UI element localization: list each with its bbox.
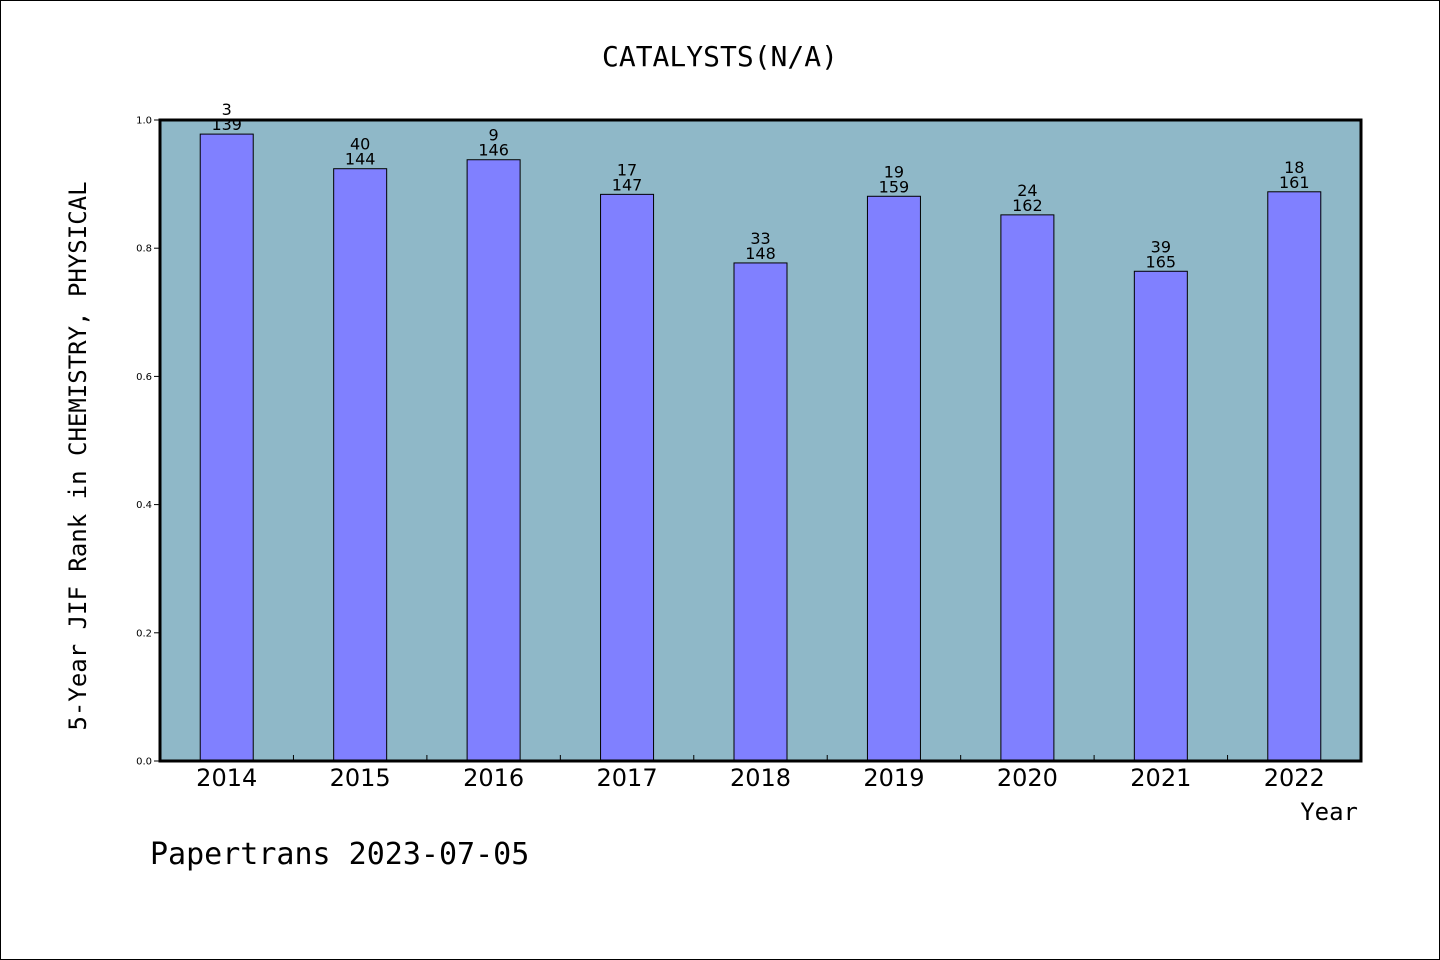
plot-frame <box>158 118 1363 763</box>
bar-total-label: 161 <box>1279 173 1310 192</box>
bar-2020 <box>1000 214 1055 762</box>
bar-rank-label: 3 <box>222 100 232 119</box>
bar-rank-label: 33 <box>750 229 770 248</box>
bar-2017 <box>600 193 655 762</box>
bar-2019 <box>866 195 921 762</box>
x-tick-label: 2019 <box>863 764 924 792</box>
bar-rank-label: 18 <box>1284 158 1304 177</box>
bar-2015 <box>333 168 388 762</box>
y-tick-label: 1.0 <box>136 116 152 127</box>
bar-rank-label: 40 <box>350 135 370 154</box>
bar-2018 <box>733 262 788 762</box>
bar-rank-label: 17 <box>617 160 637 179</box>
bar-2021 <box>1133 270 1188 762</box>
x-tick-label: 2014 <box>196 764 257 792</box>
x-tick-label: 2015 <box>330 764 391 792</box>
bar-rank-label: 39 <box>1151 237 1171 256</box>
bar-total-label: 159 <box>879 177 910 196</box>
chart-title: CATALYSTS(N/A) <box>602 40 838 73</box>
watermark-text: Papertrans 2023-07-05 <box>150 837 529 872</box>
x-tick-label: 2021 <box>1130 764 1191 792</box>
y-axis-label: 5-Year JIF Rank in CHEMISTRY, PHYSICAL <box>64 181 92 730</box>
bar-total-label: 165 <box>1146 252 1177 271</box>
x-tick-label: 2022 <box>1264 764 1325 792</box>
y-tick-label: 0.0 <box>136 757 152 768</box>
bar-2014 <box>199 133 254 762</box>
bar-total-label: 144 <box>345 150 376 169</box>
bar-2022 <box>1267 191 1322 762</box>
bar-rank-label: 24 <box>1017 181 1037 200</box>
bar-total-label: 139 <box>211 115 242 134</box>
bar-rank-label: 19 <box>884 162 904 181</box>
bar-total-label: 148 <box>745 244 776 263</box>
bar-total-label: 146 <box>478 141 509 160</box>
x-tick-label: 2016 <box>463 764 524 792</box>
y-tick-label: 0.8 <box>136 244 152 255</box>
bar-2016 <box>466 159 521 762</box>
x-tick-label: 2020 <box>997 764 1058 792</box>
bar-total-label: 162 <box>1012 196 1043 215</box>
bar-total-label: 147 <box>612 175 643 194</box>
bar-rank-label: 9 <box>489 126 499 145</box>
y-tick-label: 0.4 <box>136 500 152 511</box>
x-axis-label: Year <box>1300 798 1358 826</box>
x-tick-label: 2018 <box>730 764 791 792</box>
x-tick-label: 2017 <box>597 764 658 792</box>
y-tick-label: 0.6 <box>136 372 152 383</box>
y-tick-label: 0.2 <box>136 628 152 639</box>
